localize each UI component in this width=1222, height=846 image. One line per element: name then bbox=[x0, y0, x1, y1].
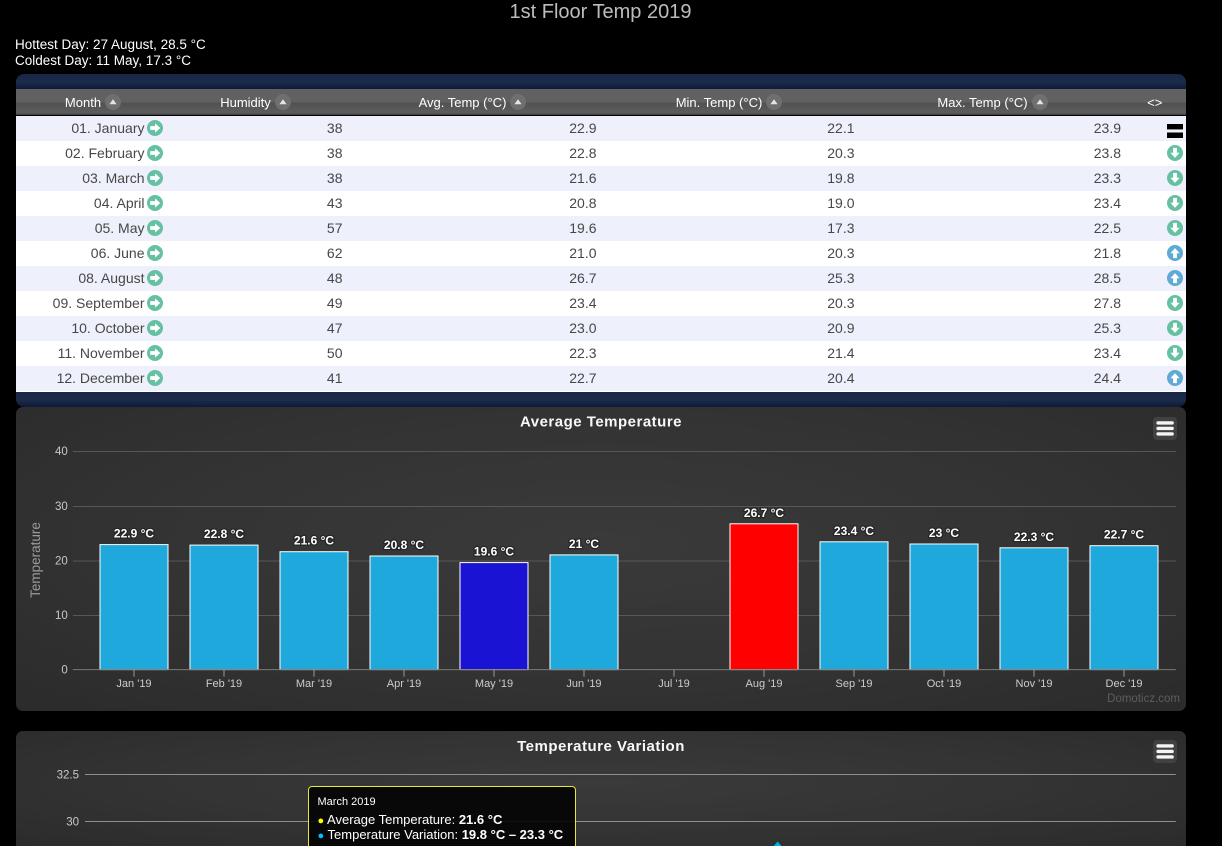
svg-text:26.7 °C: 26.7 °C bbox=[743, 506, 783, 520]
svg-text:10: 10 bbox=[55, 610, 68, 622]
svg-text:Sep '19: Sep '19 bbox=[835, 678, 872, 690]
svg-text:22.7 °C: 22.7 °C bbox=[1103, 528, 1143, 542]
svg-text:22.8 °C: 22.8 °C bbox=[203, 527, 243, 541]
svg-text:May '19: May '19 bbox=[474, 678, 512, 690]
svg-text:23.4 °C: 23.4 °C bbox=[833, 524, 873, 538]
svg-text:40: 40 bbox=[55, 446, 68, 458]
svg-text:Aug '19: Aug '19 bbox=[745, 678, 782, 690]
svg-text:Average Temperature: Average Temperature bbox=[519, 414, 681, 431]
svg-text:0: 0 bbox=[61, 665, 67, 677]
svg-text:20: 20 bbox=[55, 555, 68, 567]
svg-text:32.5: 32.5 bbox=[56, 769, 78, 781]
svg-text:Temperature: Temperature bbox=[28, 522, 43, 598]
svg-text:Jan '19: Jan '19 bbox=[116, 678, 151, 690]
svg-text:Nov '19: Nov '19 bbox=[1015, 678, 1052, 690]
svg-text:Mar '19: Mar '19 bbox=[295, 678, 331, 690]
svg-text:Apr '19: Apr '19 bbox=[386, 678, 421, 690]
svg-text:30: 30 bbox=[55, 501, 68, 513]
svg-text:19.6 °C: 19.6 °C bbox=[473, 545, 513, 559]
svg-text:21 °C: 21 °C bbox=[568, 537, 598, 551]
svg-text:Oct '19: Oct '19 bbox=[926, 678, 961, 690]
svg-text:30: 30 bbox=[66, 816, 79, 828]
svg-text:22.3 °C: 22.3 °C bbox=[1013, 530, 1053, 544]
svg-text:Temperature Variation: Temperature Variation bbox=[517, 738, 685, 755]
svg-text:21.6 °C: 21.6 °C bbox=[293, 534, 333, 548]
svg-text:23 °C: 23 °C bbox=[928, 526, 958, 540]
svg-text:Feb '19: Feb '19 bbox=[205, 678, 241, 690]
svg-text:Jun '19: Jun '19 bbox=[566, 678, 601, 690]
svg-text:Jul '19: Jul '19 bbox=[658, 678, 689, 690]
svg-text:22.9 °C: 22.9 °C bbox=[113, 527, 153, 541]
svg-text:20.8 °C: 20.8 °C bbox=[383, 538, 423, 552]
svg-text:Domoticz.com: Domoticz.com bbox=[1107, 693, 1180, 705]
svg-text:Dec '19: Dec '19 bbox=[1105, 678, 1142, 690]
